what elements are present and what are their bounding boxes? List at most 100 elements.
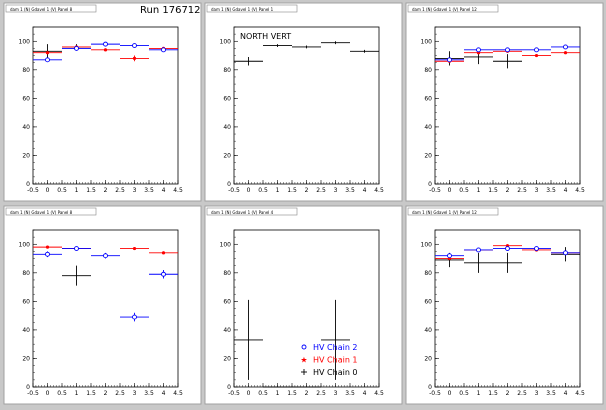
x-tick-label: 0.5 <box>258 390 268 397</box>
x-tick-label: 1.5 <box>86 187 96 194</box>
x-tick-label: 3 <box>535 187 539 194</box>
data-point <box>522 246 551 252</box>
data-point <box>33 245 62 249</box>
data-point <box>464 47 493 53</box>
x-tick-label: 1.5 <box>287 390 297 397</box>
x-tick-label: 3 <box>334 187 338 194</box>
y-tick-label: 0 <box>26 181 30 188</box>
x-tick-label: 0 <box>448 187 452 194</box>
pad-title-box <box>206 4 298 13</box>
data-point <box>263 44 292 47</box>
data-point <box>149 47 178 53</box>
y-tick-label: 80 <box>424 67 432 74</box>
marker-open-circle <box>447 57 452 63</box>
x-tick-label: 3 <box>535 390 539 397</box>
data-point <box>234 299 263 380</box>
y-tick-label: 40 <box>22 124 30 131</box>
x-tick-label: 4 <box>162 390 166 397</box>
x-tick-label: 4 <box>363 390 367 397</box>
data-point <box>493 47 522 53</box>
marker-open-circle <box>132 314 137 320</box>
y-tick-label: 100 <box>421 241 433 248</box>
marker-open-circle <box>505 246 510 252</box>
pad-background <box>3 205 202 405</box>
y-tick-label: 80 <box>22 270 30 277</box>
y-tick-label: 100 <box>220 241 232 248</box>
pad-title-box <box>5 4 97 13</box>
x-tick-label: -0.5 <box>228 187 240 194</box>
marker-star <box>161 251 166 255</box>
pad-title-box <box>407 4 499 13</box>
data-point <box>464 247 493 253</box>
x-tick-label: 4.5 <box>575 390 585 397</box>
x-tick-label: 3.5 <box>345 390 355 397</box>
x-tick-label: 4 <box>564 187 568 194</box>
y-tick-label: 60 <box>223 298 231 305</box>
legend-label: HV Chain 1 <box>313 356 358 365</box>
x-tick-label: 1 <box>75 187 79 194</box>
pad-title: dam 1 (N) Gdavel 1 (V) Panel 8 <box>10 7 73 12</box>
chart-pad-2: dam 1 (N) Gdavel 1 (V) Panel 1-0.5 0 0.5 1 1… <box>204 2 403 202</box>
x-tick-label: 1 <box>477 390 481 397</box>
marker-star <box>103 48 108 52</box>
x-tick-label: 1.5 <box>488 187 498 194</box>
marker-open-circle <box>132 43 137 49</box>
y-tick-label: 0 <box>428 181 432 188</box>
x-tick-label: 4.5 <box>374 390 384 397</box>
x-tick-label: 2.5 <box>115 187 125 194</box>
x-tick-label: 1.5 <box>287 187 297 194</box>
y-tick-label: 20 <box>223 152 231 159</box>
legend: HV Chain 2 ★ HV Chain 1 HV Chain 0 <box>300 343 357 377</box>
x-tick-label: 4 <box>162 187 166 194</box>
y-tick-label: 20 <box>22 355 30 362</box>
pad-title: dam 1 (N) Gdavel 1 (V) Panel 12 <box>412 7 477 12</box>
x-tick-label: 2.5 <box>115 390 125 397</box>
x-tick-label: 4.5 <box>575 187 585 194</box>
y-tick-label: 80 <box>223 67 231 74</box>
y-tick-label: 0 <box>227 384 231 391</box>
y-tick-label: 40 <box>424 124 432 131</box>
data-point <box>91 48 120 52</box>
x-tick-label: 0.5 <box>459 187 469 194</box>
x-tick-label: 3 <box>133 187 137 194</box>
y-tick-label: 20 <box>424 355 432 362</box>
chart-pad-6: dam 1 (N) Gdavel 1 (V) Panel 12-0.5 0 0.5 1… <box>405 205 604 405</box>
marker-open-circle <box>45 57 50 63</box>
x-tick-label: 3.5 <box>144 187 154 194</box>
data-point <box>493 246 522 252</box>
data-point <box>551 44 580 50</box>
marker-open-circle <box>563 250 568 256</box>
y-tick-label: 40 <box>424 327 432 334</box>
marker-star <box>45 51 50 55</box>
legend-label: HV Chain 0 <box>313 368 358 377</box>
marker-star <box>45 245 50 249</box>
y-tick-label: 100 <box>421 38 433 45</box>
x-tick-label: 0.5 <box>57 187 67 194</box>
data-point <box>33 251 62 258</box>
marker-open-circle <box>534 246 539 252</box>
x-tick-label: 1.5 <box>488 390 498 397</box>
data-point <box>464 252 493 273</box>
marker-open-circle <box>563 44 568 50</box>
x-tick-label: 3.5 <box>546 187 556 194</box>
y-tick-label: 100 <box>19 241 31 248</box>
x-tick-label: 0.5 <box>459 390 469 397</box>
data-point <box>234 56 263 66</box>
y-tick-label: 0 <box>428 384 432 391</box>
marker-open-circle <box>447 253 452 259</box>
marker-open-circle <box>505 47 510 53</box>
legend-marker-circle-icon <box>301 344 307 350</box>
x-tick-label: 0 <box>46 187 50 194</box>
data-point <box>493 252 522 273</box>
x-tick-label: 3.5 <box>144 390 154 397</box>
data-point <box>33 51 62 55</box>
y-tick-label: 60 <box>424 95 432 102</box>
y-tick-label: 80 <box>22 67 30 74</box>
x-tick-label: -0.5 <box>429 390 441 397</box>
marker-open-circle <box>161 271 166 277</box>
x-tick-label: 0.5 <box>258 187 268 194</box>
chart-pad-5: dam 1 (N) Gdavel 1 (V) Panel 4-0.5 0 0.5 1 1… <box>204 205 403 405</box>
marker-star <box>132 246 137 251</box>
data-point <box>33 57 62 63</box>
x-tick-label: 3 <box>334 390 338 397</box>
